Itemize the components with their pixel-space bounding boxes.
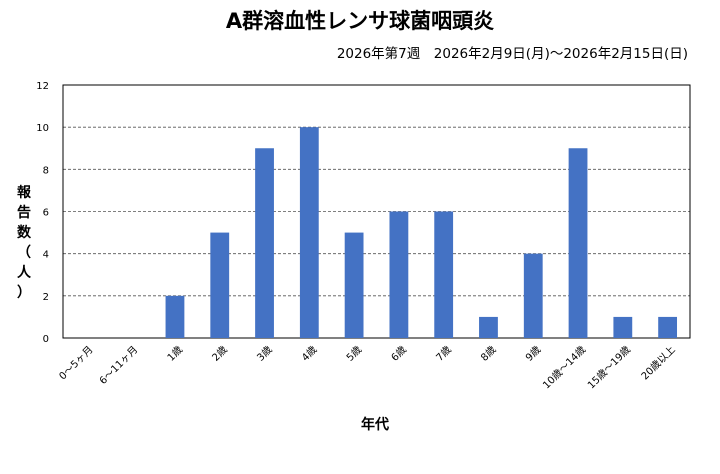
x-tick-label: 0～5ヶ月 [57, 344, 96, 383]
bar [389, 211, 409, 338]
x-tick-label: 15歳～19歳 [585, 344, 633, 392]
bar [255, 148, 274, 338]
y-axis-label-char: 人 [17, 265, 31, 281]
y-axis-label-char: ） [17, 285, 31, 301]
bar [299, 127, 319, 339]
y-tick-label: 6 [43, 208, 49, 219]
y-tick-label: 0 [43, 334, 49, 345]
plot-frame [62, 84, 691, 339]
x-tick-label: 5歳 [344, 344, 364, 364]
bar [613, 316, 633, 338]
y-tick-label: 10 [36, 123, 49, 134]
bar [434, 211, 454, 338]
x-tick-label: 10歳～14歳 [540, 344, 588, 392]
y-tick-label: 8 [43, 165, 49, 176]
bar [210, 232, 230, 338]
x-tick-label: 6～11ヶ月 [97, 344, 140, 387]
x-tick-label: 1歳 [165, 344, 185, 364]
x-tick-label: 3歳 [255, 344, 275, 364]
y-tick-label: 12 [36, 81, 49, 92]
x-tick-label: 7歳 [434, 344, 454, 364]
chart-subtitle: 2026年第7週 2026年2月9日(月)～2026年2月15日(日) [336, 46, 688, 62]
x-tick-label: 6歳 [389, 344, 409, 364]
bar [658, 316, 678, 338]
bar [568, 148, 588, 338]
x-tick-label: 8歳 [479, 344, 499, 364]
x-tick-label: 9歳 [523, 344, 543, 364]
y-axis-label: 報告数 （ 人 ） [13, 183, 35, 303]
y-axis-label-char: 報 [17, 185, 31, 201]
y-tick-label: 2 [43, 292, 49, 303]
x-tick-label: 2歳 [210, 344, 230, 364]
y-axis-label-char: 告 [17, 205, 31, 221]
y-tick-label: 4 [43, 250, 49, 261]
x-tick-label: 20歳以上 [639, 344, 678, 383]
chart-title: A群溶血性レンサ球菌咽頭炎 [225, 9, 495, 33]
bar [344, 232, 364, 338]
y-axis-label-char: 数 [17, 225, 31, 241]
x-tick-label: 4歳 [299, 344, 319, 364]
y-axis-label-char: （ [17, 245, 31, 261]
bar [523, 253, 543, 338]
x-axis-label: 年代 [361, 417, 389, 433]
bar [479, 316, 498, 338]
bar [165, 295, 185, 338]
